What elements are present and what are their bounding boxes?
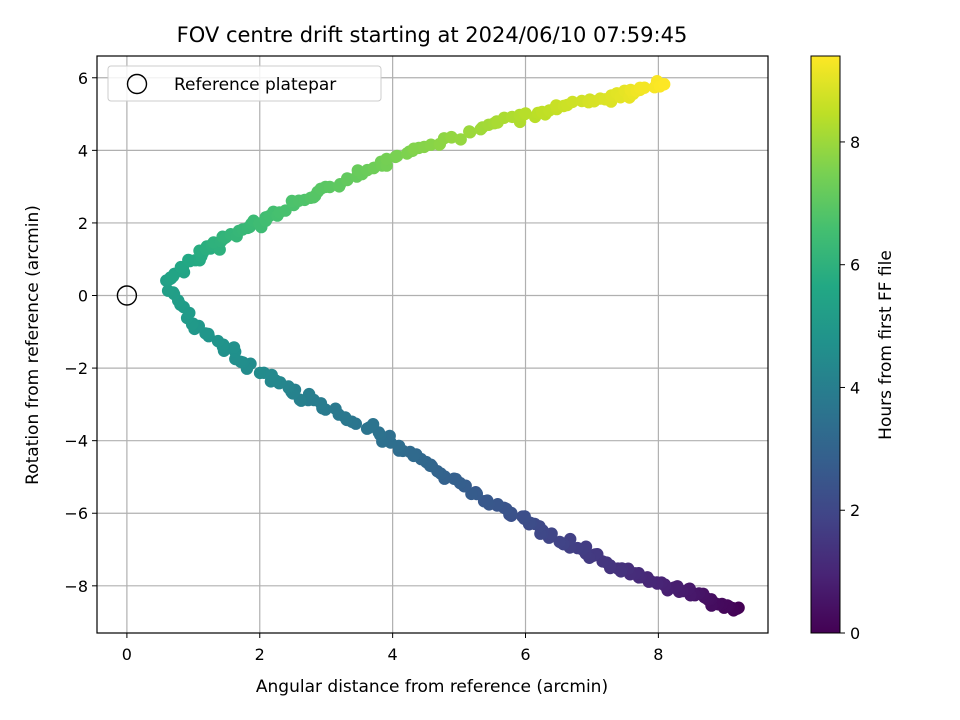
x-tick-label: 0 xyxy=(122,645,132,664)
x-axis-ticks: 0 2 4 6 8 xyxy=(122,633,663,664)
data-point xyxy=(658,78,671,91)
colorbar-tick-label: 0 xyxy=(850,624,860,643)
y-tick-label: −6 xyxy=(64,504,88,523)
y-tick-label: 0 xyxy=(78,287,88,306)
x-tick-label: 6 xyxy=(520,645,530,664)
data-point xyxy=(323,180,336,194)
x-axis-label: Angular distance from reference (arcmin) xyxy=(256,677,608,697)
y-tick-label: −8 xyxy=(64,577,88,596)
data-point xyxy=(211,334,225,348)
data-point xyxy=(329,402,342,415)
data-point xyxy=(463,126,477,139)
colorbar xyxy=(810,55,841,634)
y-axis-label: Rotation from reference (arcmin) xyxy=(23,205,43,485)
y-tick-label: −4 xyxy=(64,432,88,451)
chart-title: FOV centre drift starting at 2024/06/10 … xyxy=(177,23,688,47)
reference-platepar-marker xyxy=(116,285,138,306)
y-tick-label: 2 xyxy=(78,214,88,233)
colorbar-tick-label: 8 xyxy=(850,133,860,152)
data-point xyxy=(553,535,566,549)
data-point xyxy=(454,133,467,146)
colorbar-tick-label: 4 xyxy=(850,378,860,397)
x-tick-label: 2 xyxy=(255,645,265,664)
legend-entry-reference-platepar: Reference platepar xyxy=(174,75,336,95)
y-axis-ticks: −8 −6 −4 −2 0 2 4 6 xyxy=(64,69,97,596)
data-point xyxy=(566,95,579,109)
x-tick-label: 8 xyxy=(653,645,663,664)
data-point xyxy=(227,341,241,354)
x-tick-label: 4 xyxy=(388,645,398,664)
plot-frame xyxy=(96,55,769,634)
colorbar-tick-label: 6 xyxy=(850,256,860,275)
data-point xyxy=(638,81,651,94)
y-tick-label: 6 xyxy=(78,69,88,88)
colorbar-tick-label: 2 xyxy=(850,501,860,520)
data-point xyxy=(519,107,532,120)
data-point xyxy=(253,366,267,380)
legend: Reference platepar xyxy=(107,65,382,102)
y-tick-label: −2 xyxy=(64,359,88,378)
data-point xyxy=(491,498,504,511)
data-point xyxy=(445,130,458,144)
data-point xyxy=(351,164,364,177)
y-tick-label: 4 xyxy=(78,141,88,160)
data-point xyxy=(161,284,175,297)
data-point xyxy=(166,270,180,283)
data-points xyxy=(160,75,745,617)
data-point xyxy=(360,422,374,435)
colorbar-ticks: 0 2 4 6 8 xyxy=(840,133,860,643)
data-point xyxy=(407,142,420,155)
data-point xyxy=(614,565,628,578)
data-point xyxy=(390,149,404,163)
colorbar-label: Hours from first FF file xyxy=(876,250,896,440)
legend-marker xyxy=(126,73,148,95)
legend-box xyxy=(107,65,382,102)
data-point xyxy=(341,173,354,187)
data-point xyxy=(518,510,531,523)
